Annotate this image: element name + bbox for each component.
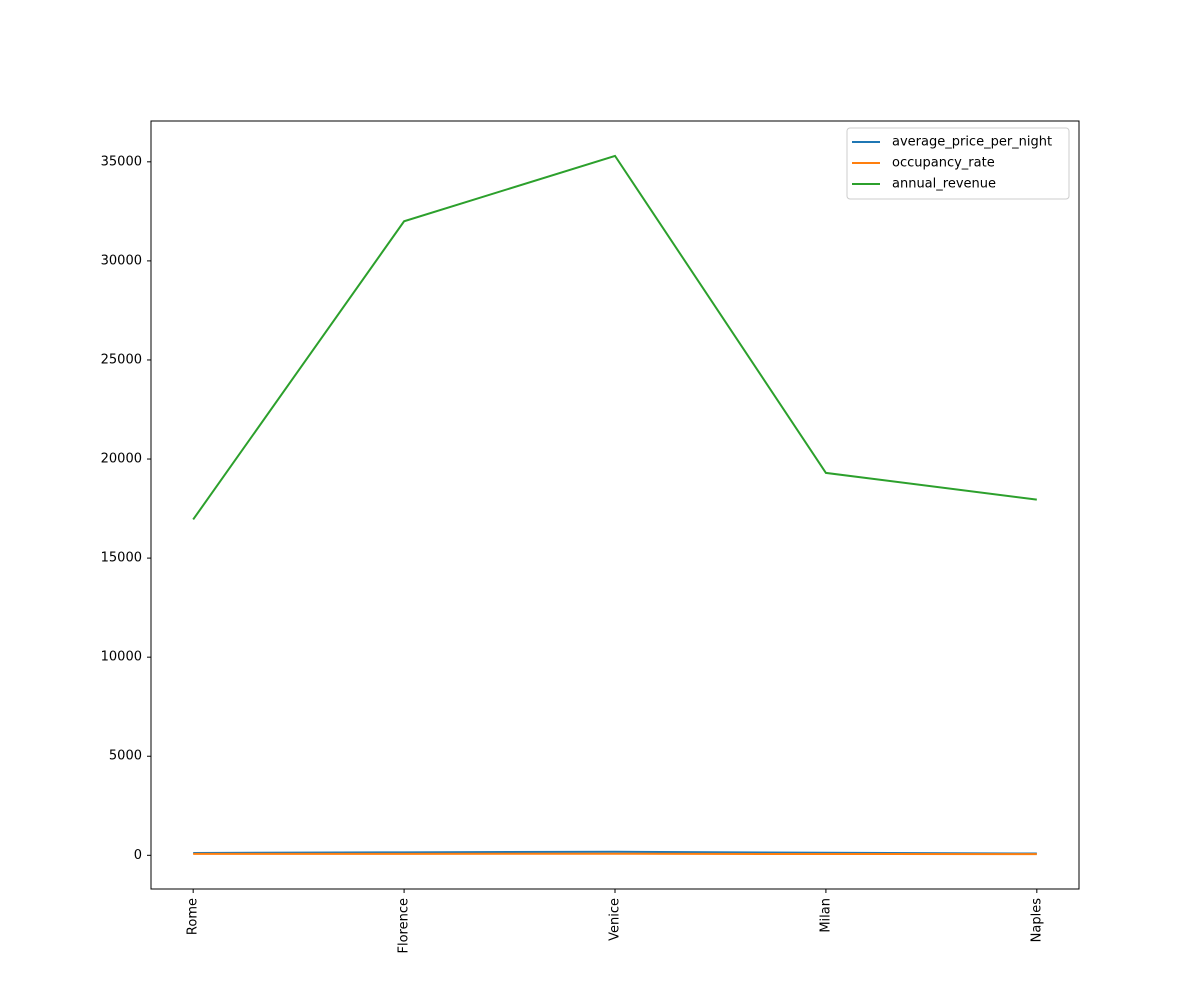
- x-tick-label: Florence: [397, 898, 412, 954]
- series-line: [193, 850, 1037, 855]
- legend-label: occupancy_rate: [892, 156, 995, 171]
- legend-label: average_price_per_night: [892, 135, 1052, 150]
- legend-box: [846, 127, 1070, 200]
- y-tick-label: 20000: [101, 452, 142, 467]
- y-tick-label: 10000: [101, 650, 142, 665]
- x-tick-label: Milan: [818, 898, 833, 933]
- y-tick-label: 5000: [109, 749, 142, 764]
- x-tick-label: Naples: [1029, 898, 1044, 943]
- y-tick-label: 15000: [101, 551, 142, 566]
- y-tick-label: 35000: [101, 154, 142, 169]
- x-tick-label: Venice: [608, 898, 623, 941]
- y-tick-label: 25000: [101, 352, 142, 367]
- x-tick-label: Rome: [186, 898, 201, 935]
- y-tick-label: 30000: [101, 253, 142, 268]
- series-line: [192, 154, 1037, 521]
- y-tick-label: 0: [134, 848, 142, 863]
- plot-frame: [150, 120, 1080, 890]
- legend-label: annual_revenue: [892, 177, 996, 192]
